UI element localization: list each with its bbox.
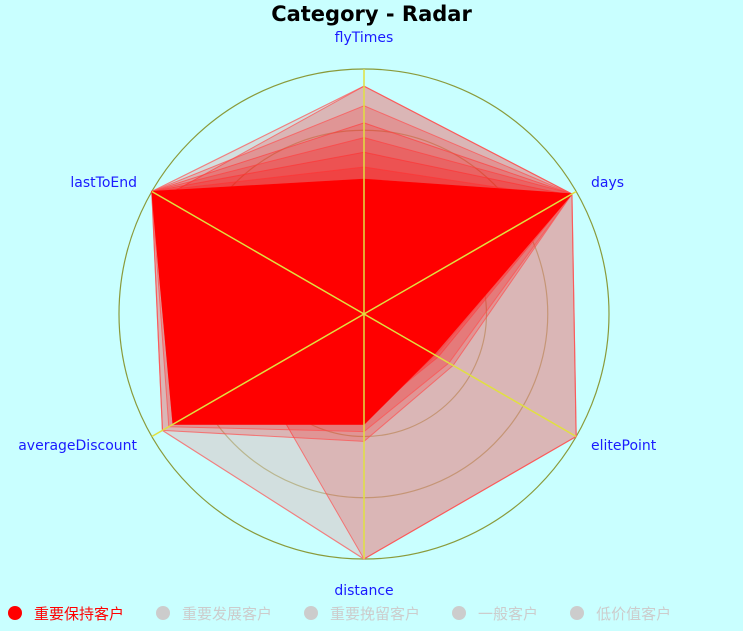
legend-dot-icon	[8, 606, 22, 620]
legend-item[interactable]: 重要发展客户	[156, 603, 272, 624]
axis-label-elitePoint: elitePoint	[591, 438, 657, 454]
axis-label-distance: distance	[334, 583, 394, 599]
radar-axis-line	[363, 190, 577, 315]
axis-label-lastToEnd: lastToEnd	[70, 175, 137, 191]
radar-axis-line	[363, 313, 577, 438]
legend: 重要保持客户 重要发展客户 重要挽留客户 一般客户 低价值客户	[0, 601, 743, 625]
legend-dot-icon	[304, 606, 319, 620]
axis-label-flyTimes: flyTimes	[334, 30, 394, 46]
legend-item[interactable]: 重要挽留客户	[304, 603, 420, 624]
legend-label: 一般客户	[478, 604, 539, 623]
legend-dot-icon	[156, 606, 171, 620]
legend-item[interactable]: 一般客户	[452, 603, 538, 624]
legend-label: 低价值客户	[596, 604, 672, 623]
chart-title: Category - Radar	[271, 2, 472, 26]
legend-label: 重要挽留客户	[330, 604, 421, 623]
legend-label: 重要保持客户	[34, 604, 125, 623]
legend-dot-icon	[452, 606, 467, 620]
radar-axis-line	[151, 313, 365, 438]
legend-item[interactable]: 重要保持客户	[8, 603, 124, 624]
legend-item[interactable]: 低价值客户	[570, 603, 671, 624]
axis-label-averageDiscount: averageDiscount	[18, 438, 137, 454]
legend-label: 重要发展客户	[182, 604, 273, 623]
axis-label-days: days	[591, 175, 625, 191]
legend-dot-icon	[570, 606, 585, 620]
radar-axis-line	[151, 190, 365, 315]
